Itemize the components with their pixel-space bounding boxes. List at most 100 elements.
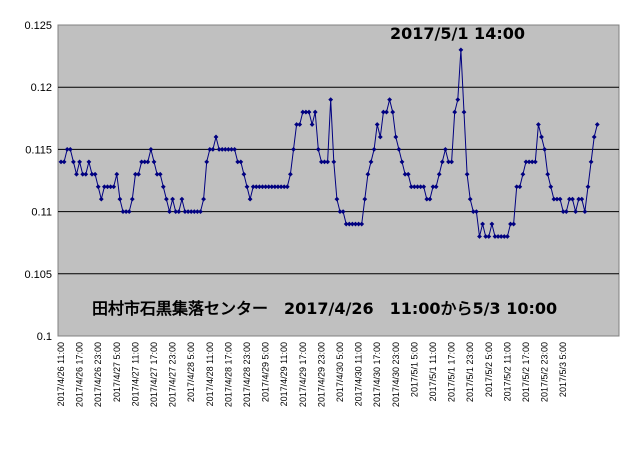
data-point [514,184,520,190]
data-point [160,184,166,190]
data-point [474,209,479,214]
data-point [250,184,256,190]
data-point [331,159,337,165]
data-point [322,159,327,165]
data-point [452,109,458,115]
data-point [508,221,513,227]
data-point [142,159,148,165]
x-tick-label: 2017/4/30 23:00 [391,342,401,407]
chart-caption: 田村市石黒集落センター 2017/4/26 11:00から5/3 10:00 [92,299,557,318]
data-point [291,147,296,152]
x-tick-label: 2017/4/27 5:00 [112,342,122,402]
data-point [334,196,340,202]
data-point [58,159,64,165]
data-point [263,184,268,190]
series-polyline [61,49,598,237]
data-point [77,159,82,165]
data-point [591,134,597,140]
data-point [92,171,98,177]
x-tick-label: 2017/4/30 11:00 [354,342,364,406]
data-point [309,122,315,127]
data-point [86,159,92,165]
data-point [374,122,380,127]
data-point [582,209,588,214]
data-point [362,196,368,202]
data-point [157,171,163,177]
data-point [89,171,95,177]
data-point [350,221,355,227]
data-point [480,221,485,227]
x-tick-label: 2017/4/29 11:00 [279,342,289,406]
data-point [486,234,492,239]
data-point [204,159,210,165]
data-point [64,147,70,152]
data-point [340,209,346,214]
x-tick-label: 2017/4/27 11:00 [130,342,140,406]
data-point [154,171,160,177]
x-tick-label: 2017/5/1 11:00 [428,342,438,401]
data-point [489,221,495,227]
data-point [396,147,402,152]
y-tick-label: 0.11 [31,207,52,219]
data-point [567,196,572,202]
data-point [284,184,290,190]
data-point [235,159,241,165]
x-tick-label: 2017/5/1 17:00 [447,342,457,402]
data-point [579,196,585,202]
y-axis-ticks: 0.1 0.105 0.11 0.115 0.12 0.125 [24,20,52,343]
data-point [219,147,225,152]
data-point [210,147,216,152]
data-point [300,109,306,115]
data-point [461,109,467,115]
data-point [343,221,349,227]
data-point [430,184,436,190]
data-point [176,209,182,214]
data-point [545,171,551,177]
data-point [136,171,141,177]
data-point [275,184,281,190]
data-point [207,147,213,152]
data-point [436,171,442,177]
data-point [123,209,129,214]
data-point [315,147,321,152]
data-point [405,171,411,177]
data-point [381,109,386,115]
data-point [594,122,600,127]
data-point [563,209,569,214]
y-tick-label: 0.105 [24,269,52,281]
data-point [443,147,448,152]
data-point [80,171,86,177]
x-tick-label: 2017/4/26 23:00 [93,342,103,407]
x-tick-label: 2017/4/27 23:00 [168,342,178,407]
peak-annotation: 2017/5/1 14:00 [390,24,525,43]
data-point [188,209,194,214]
data-point [247,196,253,202]
data-point [359,221,365,227]
data-point [306,109,312,115]
x-tick-label: 2017/4/29 17:00 [298,342,308,407]
y-tick-label: 0.125 [24,20,52,32]
data-point [117,196,123,202]
data-point [139,159,144,165]
data-point [570,196,575,202]
data-point [588,159,594,165]
data-point [427,196,433,202]
data-point [241,171,247,177]
data-point [408,184,414,190]
data-point [232,147,237,152]
data-point [356,221,361,227]
data-point [164,196,169,202]
data-point [182,209,188,214]
data-point [325,159,330,165]
x-tick-label: 2017/4/28 11:00 [205,342,215,406]
data-point [179,196,185,202]
x-tick-label: 2017/5/3 5:00 [558,342,568,397]
data-point [393,134,399,140]
data-point [129,196,135,202]
data-point [470,209,476,214]
data-point [399,159,405,165]
data-point [384,109,389,115]
data-point [260,184,265,190]
data-point [229,147,234,152]
x-tick-label: 2017/4/29 23:00 [316,342,326,407]
